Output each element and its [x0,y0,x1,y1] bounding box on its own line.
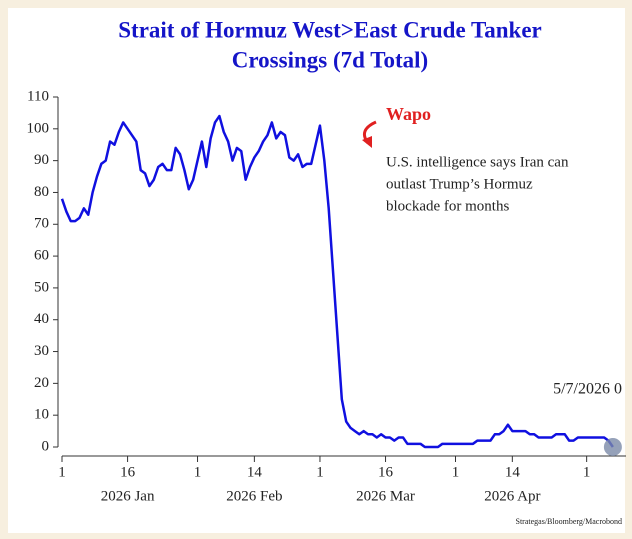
last-value-label: 5/7/2026 0 [553,381,622,398]
x-group-label: 2026 Jan [101,488,155,504]
y-tick-label: 0 [42,438,50,454]
x-group-label: 2026 Mar [356,488,415,504]
y-tick-label: 60 [34,248,49,264]
plot-background [8,8,625,533]
y-tick-label: 30 [34,343,49,359]
x-tick-label: 14 [247,464,263,480]
annotation-arrowhead [362,136,372,148]
x-group-label: 2026 Feb [226,488,282,504]
annotation-text: blockade for months [386,198,509,214]
x-group-label: 2026 Apr [484,488,540,504]
last-point-marker [603,438,622,456]
x-tick-label: 16 [120,464,136,480]
annotation-text: outlast Trump’s Hormuz [386,176,533,192]
y-tick-label: 50 [34,279,49,295]
x-tick-label: 1 [452,464,460,480]
chart-title: Crossings (7d Total) [232,47,428,72]
x-tick-label: 14 [505,464,521,480]
y-tick-label: 20 [34,375,49,391]
x-tick-label: 16 [378,464,394,480]
y-tick-label: 70 [34,216,49,232]
x-tick-label: 1 [58,464,66,480]
y-tick-label: 40 [34,311,49,327]
y-tick-label: 100 [27,120,50,136]
annotation-title: Wapo [386,104,431,124]
y-tick-label: 80 [34,184,49,200]
x-tick-label: 1 [316,464,324,480]
source: Strategas/Bloomberg/Macrobond [516,517,623,526]
line-series [60,114,614,449]
y-tick-label: 90 [34,152,49,168]
y-tick-label: 110 [27,88,49,104]
chart-title: Strait of Hormuz West>East Crude Tanker [118,17,542,42]
x-tick-label: 1 [194,464,202,480]
y-tick-label: 10 [34,407,49,423]
x-tick-label: 1 [583,464,591,480]
annotation-text: U.S. intelligence says Iran can [386,154,569,170]
